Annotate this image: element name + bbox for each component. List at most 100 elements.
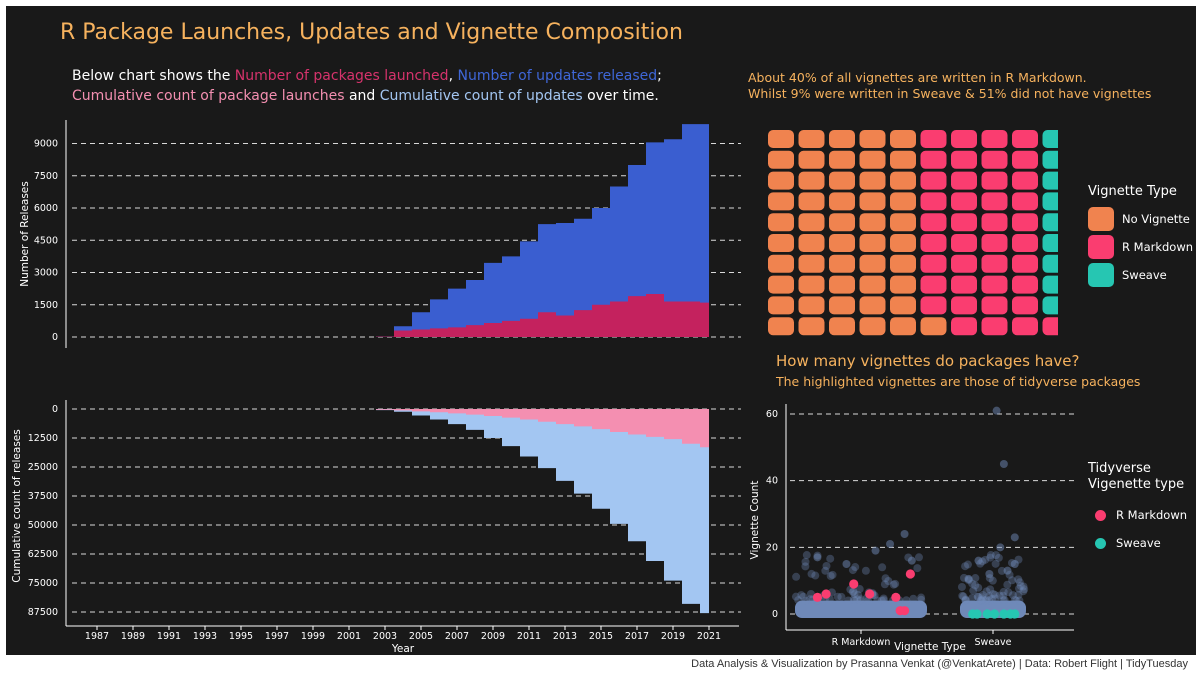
legend-item-tidy-rmarkdown: R Markdown: [1088, 501, 1187, 529]
point: [985, 596, 994, 605]
caption: Data Analysis & Visualization by Prasann…: [691, 658, 1188, 670]
x-tick-label: 2021: [697, 631, 721, 642]
point: [971, 574, 980, 583]
waffle-cell: [1042, 317, 1058, 336]
waffle-cell: [768, 130, 794, 148]
waffle-cell: [890, 275, 916, 294]
point: [1019, 582, 1028, 591]
waffle-cell: [859, 317, 886, 336]
waffle-cell: [798, 296, 825, 315]
point: [1015, 578, 1024, 587]
point: [902, 596, 911, 605]
waffle-cell: [981, 234, 1008, 252]
waffle-cell: [798, 213, 825, 232]
scatter-legend-title-line-2: Vigenette type: [1088, 477, 1185, 492]
y-axis-label: Number of Releases: [19, 181, 31, 286]
waffle-cell: [981, 192, 1008, 211]
waffle-cell: [920, 130, 947, 148]
waffle-cell: [920, 275, 947, 294]
y-tick-label: 25000: [28, 462, 58, 473]
y-tick-label: 20: [766, 542, 778, 553]
y-axis-label: Vignette Count: [749, 481, 761, 560]
point: [968, 593, 977, 602]
point: [873, 596, 882, 605]
intro-segment: Cumulative count of updates: [379, 88, 583, 104]
vignette-count-scatter: 0 20 40 60 R Markdown Sweave Vignette Type Vign…: [749, 404, 1074, 652]
waffle-cell: [859, 213, 886, 232]
outlier-point: [907, 556, 916, 565]
point: [880, 580, 889, 589]
x-tick-label: 1997: [265, 631, 289, 642]
y-tick-label: 3000: [34, 268, 58, 279]
waffle-cell: [890, 213, 916, 232]
waffle-cell: [920, 234, 947, 252]
waffle-cell: [951, 213, 977, 232]
point: [978, 593, 987, 602]
outlier-point: [886, 540, 895, 548]
point: [821, 566, 830, 575]
y-tick-label: 75000: [28, 578, 58, 589]
highlighted-point: [865, 589, 875, 599]
point: [914, 553, 923, 562]
highlighted-point: [905, 569, 915, 579]
point: [961, 595, 970, 604]
waffle-cell: [920, 296, 947, 315]
legend-item-sweave: Sweave: [1088, 261, 1193, 289]
legend-label: R Markdown: [1116, 508, 1188, 522]
y-tick-label: 87500: [28, 607, 58, 618]
waffle-cell: [951, 192, 977, 211]
waffle-cell: [798, 275, 825, 294]
intro-segment: ;: [657, 68, 662, 84]
point: [889, 580, 898, 589]
point: [964, 574, 973, 583]
x-tick-label: 2001: [337, 631, 361, 642]
waffle-cell: [798, 254, 825, 273]
y-tick-label: 6000: [34, 203, 58, 214]
point: [976, 596, 985, 605]
point: [822, 561, 831, 570]
y-tick-label: 4500: [34, 235, 58, 246]
outlier-point: [842, 560, 851, 568]
y-tick-label: 9000: [34, 139, 58, 150]
outlier-point: [900, 530, 909, 538]
point: [1004, 588, 1013, 597]
point: [999, 591, 1008, 600]
point: [878, 563, 887, 572]
point: [864, 596, 873, 605]
x-tick-label: 2005: [409, 631, 433, 642]
y-tick-label: 60: [766, 409, 778, 420]
point: [971, 581, 980, 590]
waffle-cell: [1042, 275, 1058, 294]
waffle-cell: [859, 171, 886, 190]
waffle-cell: [768, 171, 794, 190]
outlier-point: [1003, 566, 1012, 575]
highlighted-point: [849, 579, 859, 589]
intro-line-1: Below chart shows the Number of packages…: [72, 68, 662, 84]
waffle-cell: [951, 234, 977, 252]
x-tick-label: 1995: [229, 631, 253, 642]
intro-segment: Number of updates released: [457, 68, 658, 84]
waffle-cell: [798, 130, 825, 148]
intro-segment: Cumulative count of package launches: [72, 88, 345, 104]
point: [811, 571, 820, 580]
point: [997, 566, 1006, 575]
waffle-cell: [1012, 171, 1038, 190]
waffle-cell: [981, 171, 1008, 190]
waffle-cell: [1042, 130, 1058, 148]
releases-area-chart: 0 1500 3000 4500 6000 7500 9000 Number of Relea…: [19, 120, 741, 348]
x-tick-label: 1993: [193, 631, 217, 642]
y-tick-label: 40: [766, 476, 778, 487]
point: [959, 573, 968, 582]
point: [1008, 576, 1017, 585]
x-tick-label: 1991: [157, 631, 181, 642]
x-tick-label: R Markdown: [832, 637, 891, 648]
point: [973, 592, 982, 601]
point: [826, 572, 835, 581]
point: [968, 579, 977, 588]
x-tick-label: 2019: [661, 631, 685, 642]
x-axis-label: Year: [391, 643, 415, 655]
point: [848, 566, 857, 575]
waffle-cell: [1042, 213, 1058, 232]
waffle-cell: [981, 150, 1008, 169]
legend-swatch: [1088, 263, 1114, 287]
